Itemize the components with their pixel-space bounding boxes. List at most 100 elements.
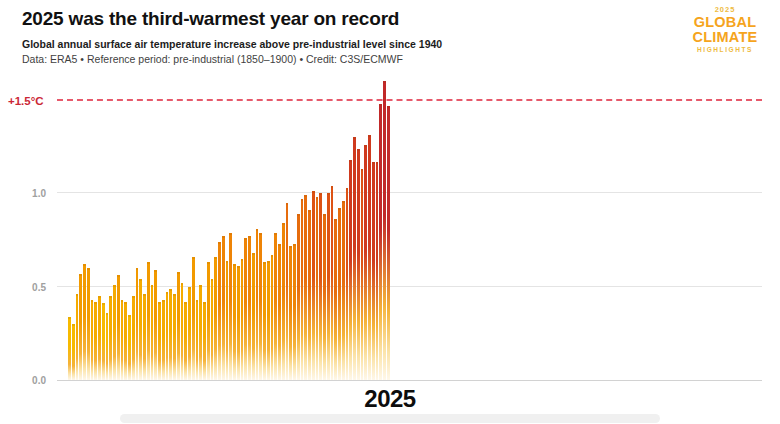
- bar-1989: [252, 253, 255, 380]
- bar-1946: [91, 300, 94, 380]
- bar-1999: [289, 246, 292, 380]
- threshold-label: +1.5°C: [8, 95, 54, 107]
- bar-1972: [188, 287, 191, 380]
- bar-2002: [301, 199, 304, 380]
- bar-1944: [83, 264, 86, 380]
- bar-2016: [353, 137, 356, 380]
- bar-1941: [72, 324, 75, 380]
- bar-1976: [203, 302, 206, 380]
- bar-1977: [207, 262, 210, 380]
- bar-1996: [278, 244, 281, 380]
- bar-1951: [109, 296, 112, 380]
- bar-2006: [316, 197, 319, 380]
- bar-1961: [147, 262, 150, 380]
- bar-1964: [158, 302, 161, 380]
- bar-1953: [117, 275, 120, 380]
- global-climate-highlights-logo: 2025 GLOBAL CLIMATE HIGHLIGHTS: [684, 6, 766, 53]
- y-tick-0.0: 0.0: [0, 375, 46, 386]
- bar-2025: [387, 106, 390, 380]
- bar-1966: [166, 292, 169, 380]
- plot-area: 2025: [57, 75, 762, 381]
- bar-1986: [241, 259, 244, 380]
- bar-1982: [226, 261, 229, 380]
- bar-2019: [364, 145, 367, 380]
- bar-2021: [372, 162, 375, 380]
- bar-1988: [248, 236, 251, 380]
- bar-1973: [192, 257, 195, 380]
- bar-1955: [124, 302, 127, 380]
- bar-1994: [271, 255, 274, 380]
- bar-1958: [136, 268, 139, 380]
- bar-2003: [304, 195, 307, 380]
- logo-word-highlights: HIGHLIGHTS: [684, 47, 766, 54]
- bar-2012: [338, 208, 341, 380]
- bar-1952: [113, 285, 116, 380]
- chart-subtitle: Global annual surface air temperature in…: [22, 38, 442, 50]
- bar-1959: [139, 279, 142, 380]
- bar-2011: [334, 219, 337, 380]
- bar-1991: [259, 233, 262, 380]
- bar-1987: [244, 238, 247, 380]
- bar-1967: [169, 289, 172, 380]
- bar-1956: [128, 315, 131, 380]
- bar-2000: [293, 244, 296, 380]
- bar-1984: [233, 264, 236, 380]
- bar-2024: [383, 81, 386, 380]
- bar-1978: [211, 279, 214, 380]
- bar-2023: [379, 104, 382, 380]
- bar-2015: [349, 160, 352, 380]
- bar-1975: [199, 285, 202, 380]
- bar-1970: [181, 283, 184, 380]
- bar-1942: [76, 294, 79, 380]
- bar-2022: [376, 162, 379, 380]
- bar-1940: [68, 317, 71, 380]
- bar-1993: [267, 261, 270, 380]
- bar-2009: [327, 193, 330, 380]
- bar-1949: [102, 303, 105, 380]
- bar-2014: [346, 188, 349, 380]
- bar-1962: [151, 285, 154, 380]
- bar-2020: [368, 135, 371, 380]
- logo-year: 2025: [684, 6, 766, 14]
- bar-1969: [177, 272, 180, 380]
- bar-2017: [357, 149, 360, 381]
- bar-1968: [173, 294, 176, 380]
- bar-1950: [106, 313, 109, 380]
- bar-2005: [312, 191, 315, 380]
- bar-1983: [229, 233, 232, 380]
- bar-1971: [184, 302, 187, 380]
- bar-2013: [342, 201, 345, 380]
- x-axis-baseline: [57, 380, 762, 381]
- bar-1979: [214, 257, 217, 380]
- bar-1998: [286, 203, 289, 380]
- bar-2007: [319, 193, 322, 380]
- logo-word-climate: CLIMATE: [684, 30, 766, 45]
- bar-1947: [94, 302, 97, 380]
- bar-2010: [331, 186, 334, 380]
- bar-1981: [222, 236, 225, 380]
- bar-2018: [361, 169, 364, 380]
- bar-1980: [218, 242, 221, 380]
- bar-series: [68, 75, 390, 380]
- bar-1963: [154, 270, 157, 380]
- bar-2001: [297, 214, 300, 380]
- bar-1943: [79, 274, 82, 380]
- x-axis-year-label: 2025: [350, 385, 430, 413]
- bottom-timeline-strip: [120, 414, 660, 423]
- bar-1995: [274, 233, 277, 380]
- bar-1974: [196, 300, 199, 380]
- logo-word-global: GLOBAL: [684, 15, 766, 30]
- bar-1965: [162, 300, 165, 380]
- bar-1945: [87, 268, 90, 380]
- bar-1992: [263, 262, 266, 380]
- bar-1957: [132, 296, 135, 380]
- bar-2004: [308, 210, 311, 380]
- bar-1985: [237, 266, 240, 380]
- bar-1960: [143, 294, 146, 380]
- bar-1948: [98, 296, 101, 380]
- header: 2025 was the third-warmest year on recor…: [22, 8, 442, 65]
- y-tick-1.0: 1.0: [0, 188, 46, 199]
- bar-1997: [282, 223, 285, 380]
- data-credit: Data: ERA5 • Reference period: pre-indus…: [22, 53, 442, 65]
- bar-1954: [121, 300, 124, 380]
